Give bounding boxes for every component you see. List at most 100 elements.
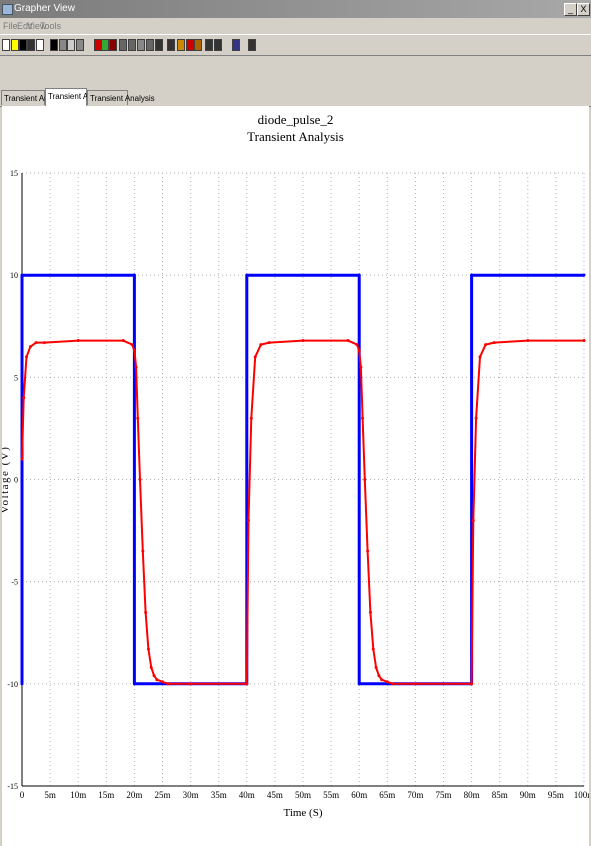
data-point <box>166 682 170 686</box>
dark-bg-icon[interactable] <box>232 39 240 51</box>
undo-icon[interactable] <box>76 39 84 51</box>
save-icon[interactable] <box>19 39 27 51</box>
data-point <box>141 549 145 553</box>
data-point <box>155 678 159 682</box>
print-icon[interactable] <box>27 39 35 51</box>
x-tick-label: 90m <box>520 790 536 800</box>
data-point <box>259 343 263 347</box>
data-point <box>357 349 361 353</box>
menu-tools[interactable]: Tools <box>40 21 62 31</box>
menu-file[interactable]: File <box>3 21 18 31</box>
y-tick-label: 5 <box>14 373 18 382</box>
menu-view[interactable]: View <box>27 21 47 31</box>
pan-icon[interactable] <box>155 39 163 51</box>
x-tick-label: 85m <box>492 790 508 800</box>
y-tick-label: -5 <box>11 578 18 587</box>
x-tick-label: 55m <box>323 790 339 800</box>
series-line-red <box>21 339 584 685</box>
x-tick-label: 50m <box>295 790 311 800</box>
data-point <box>253 355 257 359</box>
reverse-colors-icon[interactable] <box>205 39 213 51</box>
data-point <box>474 416 478 420</box>
data-point <box>413 682 417 686</box>
legend-icon[interactable] <box>101 39 109 51</box>
export-icon[interactable] <box>186 39 194 51</box>
cut-icon[interactable] <box>50 39 58 51</box>
data-point <box>20 273 24 277</box>
x-tick-label: 20m <box>126 790 142 800</box>
x-tick-label: 75m <box>435 790 451 800</box>
data-point <box>146 647 150 651</box>
open-icon[interactable] <box>11 39 19 51</box>
data-point <box>121 339 125 343</box>
zoom-fit-icon[interactable] <box>146 39 154 51</box>
x-axis-label: Time (S) <box>283 807 322 819</box>
menu-edit[interactable]: Edit <box>17 21 33 31</box>
data-point <box>582 273 586 277</box>
x-tick-label: 25m <box>154 790 170 800</box>
data-point <box>355 343 359 347</box>
minimize-button[interactable]: _ <box>564 3 577 16</box>
new-icon[interactable] <box>2 39 10 51</box>
data-point <box>246 518 250 522</box>
data-point <box>371 647 375 651</box>
x-tick-label: 70m <box>407 790 423 800</box>
tab-transient-analysis-3[interactable]: Transient Analysis <box>87 90 155 105</box>
light-bg-icon[interactable] <box>248 39 256 51</box>
y-tick-label: 15 <box>10 169 18 178</box>
y-tick-label: 0 <box>14 476 18 485</box>
properties-icon[interactable] <box>167 39 175 51</box>
data-point <box>526 339 530 343</box>
data-point <box>245 682 249 686</box>
cursor-icon[interactable] <box>109 39 117 51</box>
close-button[interactable]: X <box>577 3 590 16</box>
data-point <box>478 355 482 359</box>
data-point <box>28 345 32 349</box>
print-preview-icon[interactable] <box>36 39 44 51</box>
plot-area[interactable]: diode_pulse_2 Transient Analysis 0 5m 10m 1… <box>2 106 589 846</box>
overlay-icon[interactable] <box>194 39 202 51</box>
data-point <box>161 680 164 684</box>
data-point <box>582 339 586 343</box>
data-point <box>136 416 140 420</box>
y-tick-label: -15 <box>7 782 18 791</box>
zoom-out-icon[interactable] <box>128 39 136 51</box>
app-icon <box>2 4 13 15</box>
zoom-area-icon[interactable] <box>137 39 145 51</box>
data-point <box>363 478 367 481</box>
y-tick-label: 10 <box>10 271 18 280</box>
data-point <box>492 341 496 345</box>
x-tick-label: 45m <box>267 790 283 800</box>
data-point <box>130 343 134 347</box>
menu-bar: File Edit View Tools <box>0 18 591 34</box>
data-point <box>20 457 24 461</box>
x-tick-label: 30m <box>183 790 199 800</box>
color-icon[interactable] <box>177 39 185 51</box>
data-point <box>484 343 488 347</box>
transient-chart[interactable]: 0 5m 10m 15m 20m 25m 30m 35m 40m 45m 50m 55m 60m 65m 7… <box>2 106 589 846</box>
data-point <box>149 665 153 669</box>
data-point <box>189 682 193 686</box>
tab-transient-analysis-1[interactable]: Transient Analysis <box>1 90 69 105</box>
data-point <box>134 365 138 369</box>
data-point <box>361 416 365 420</box>
x-tick-label: 65m <box>379 790 395 800</box>
select-trace-icon[interactable] <box>214 39 222 51</box>
zoom-in-icon[interactable] <box>119 39 127 51</box>
x-tick-label: 5m <box>44 790 56 800</box>
x-tick-label: 40m <box>239 790 255 800</box>
paste-icon[interactable] <box>67 39 75 51</box>
chart-title: diode_pulse_2 <box>257 112 334 127</box>
data-point <box>374 665 378 669</box>
tab-transient-analysis-2[interactable]: Transient Analysis <box>45 88 113 106</box>
data-point <box>138 478 142 481</box>
data-point <box>132 349 136 353</box>
data-point <box>76 339 80 343</box>
data-point <box>470 273 474 277</box>
copy-icon[interactable] <box>59 39 67 51</box>
toolbar <box>0 34 591 56</box>
data-point <box>357 273 361 277</box>
data-point <box>357 682 361 686</box>
data-point <box>152 674 156 678</box>
x-tick-label: 15m <box>98 790 114 800</box>
